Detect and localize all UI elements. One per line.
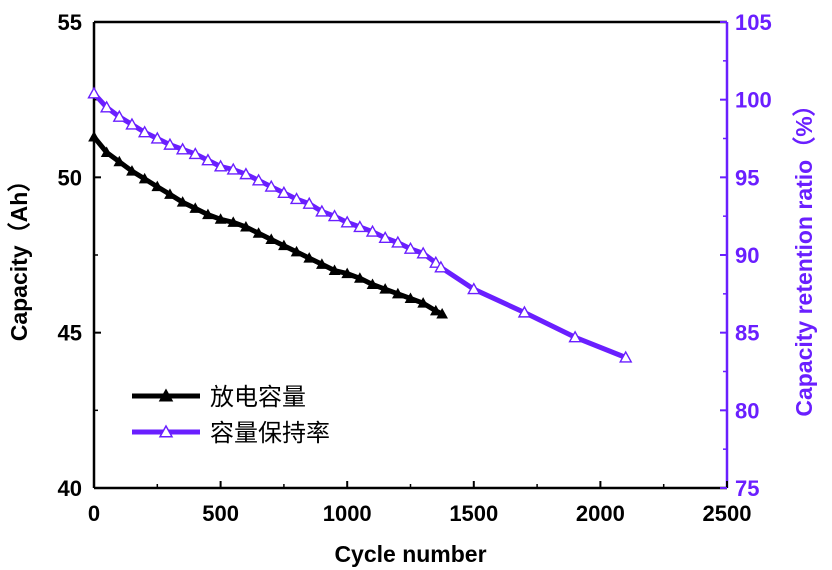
capacity-point xyxy=(290,245,303,257)
x-tick-label: 2500 xyxy=(703,501,752,526)
capacity-point xyxy=(278,239,290,251)
capacity-point xyxy=(214,213,227,224)
retention-point xyxy=(568,330,582,343)
left-y-tick-label: 55 xyxy=(58,10,82,35)
retention-point xyxy=(340,215,354,228)
x-tick-label: 2000 xyxy=(576,501,625,526)
plot-frame xyxy=(92,20,729,490)
capacity-point xyxy=(240,221,252,232)
capacity-point xyxy=(429,304,442,316)
legend-label-capacity: 放电容量 xyxy=(210,383,306,411)
retention-point xyxy=(112,109,127,122)
capacity-point xyxy=(202,208,214,220)
retention-point xyxy=(391,235,405,248)
left-y-tick-label: 45 xyxy=(58,321,82,346)
retention-point xyxy=(163,137,177,150)
capacity-point xyxy=(164,188,176,199)
retention-point xyxy=(378,230,392,244)
capacity-point xyxy=(366,278,379,290)
retention-point xyxy=(226,162,240,175)
capacity-point xyxy=(265,233,278,244)
retention-point xyxy=(289,192,304,205)
x-axis-ticks: 0 500 1000 1500 2000 2500 xyxy=(88,481,752,526)
capacity-point xyxy=(113,155,126,167)
capacity-point xyxy=(100,146,113,157)
left-y-tick-label: 50 xyxy=(58,165,82,190)
retention-point xyxy=(99,100,114,113)
retention-point xyxy=(251,173,266,186)
retention-point xyxy=(302,196,316,209)
right-y-tick-label: 90 xyxy=(735,243,759,268)
retention-point xyxy=(264,179,278,192)
capacity-point xyxy=(227,216,240,227)
retention-point xyxy=(175,142,190,155)
retention-point xyxy=(365,224,380,237)
retention-point xyxy=(277,185,291,198)
capacity-point xyxy=(138,172,151,184)
x-tick-label: 500 xyxy=(202,501,239,526)
retention-point xyxy=(125,117,139,130)
left-y-axis-ticks: 40 45 50 55 xyxy=(58,10,101,501)
right-y-axis-title: Capacity retention ratio（%） xyxy=(791,93,817,416)
capacity-point xyxy=(189,202,202,213)
right-y-tick-label: 75 xyxy=(735,476,759,501)
x-tick-label: 1500 xyxy=(449,501,498,526)
legend-marker-retention xyxy=(158,424,174,438)
right-y-tick-label: 85 xyxy=(735,321,759,346)
series-retention xyxy=(87,86,633,363)
capacity-point xyxy=(176,196,189,207)
capacity-point xyxy=(379,283,392,294)
capacity-line xyxy=(92,135,444,317)
retention-point xyxy=(315,204,329,217)
capacity-point xyxy=(354,272,366,283)
legend-label-retention: 容量保持率 xyxy=(210,419,330,447)
series-layer xyxy=(87,86,633,363)
retention-point xyxy=(619,350,633,363)
retention-point xyxy=(87,86,101,99)
left-y-axis-title: Capacity（Ah） xyxy=(6,169,32,342)
legend-marker-capacity xyxy=(158,388,174,402)
series-capacity xyxy=(88,130,448,319)
legend: 放电容量 容量保持率 xyxy=(132,383,330,447)
retention-point xyxy=(213,159,228,172)
retention-point xyxy=(327,209,342,222)
capacity-point xyxy=(151,180,164,192)
capacity-point xyxy=(404,292,417,303)
retention-point xyxy=(137,125,152,138)
capacity-point xyxy=(328,264,341,276)
retention-point xyxy=(434,260,448,273)
x-tick-label: 0 xyxy=(88,501,100,526)
right-y-tick-label: 105 xyxy=(735,10,772,35)
capacity-point xyxy=(436,307,448,319)
capacity-point xyxy=(88,130,100,142)
retention-point xyxy=(403,241,418,254)
retention-point xyxy=(353,220,367,233)
right-y-tick-label: 100 xyxy=(735,88,772,113)
retention-point xyxy=(188,147,202,160)
capacity-point xyxy=(316,258,328,269)
capacity-point xyxy=(252,227,265,238)
retention-point xyxy=(416,246,430,259)
left-y-tick-label: 40 xyxy=(58,476,82,501)
x-axis-title: Cycle number xyxy=(334,541,486,567)
capacity-point xyxy=(391,287,404,299)
right-y-tick-label: 95 xyxy=(735,165,759,190)
capacity-point xyxy=(341,267,354,279)
capacity-point xyxy=(126,165,138,176)
right-y-axis-ticks: 75 80 85 90 95 100 105 xyxy=(720,10,772,501)
right-y-tick-label: 80 xyxy=(735,398,759,423)
retention-point xyxy=(517,305,532,318)
capacity-point xyxy=(417,297,430,308)
retention-point xyxy=(201,153,215,166)
capacity-point xyxy=(303,252,316,263)
retention-point xyxy=(150,131,164,144)
x-tick-label: 1000 xyxy=(323,501,372,526)
retention-point xyxy=(239,167,253,180)
retention-point xyxy=(467,282,481,295)
